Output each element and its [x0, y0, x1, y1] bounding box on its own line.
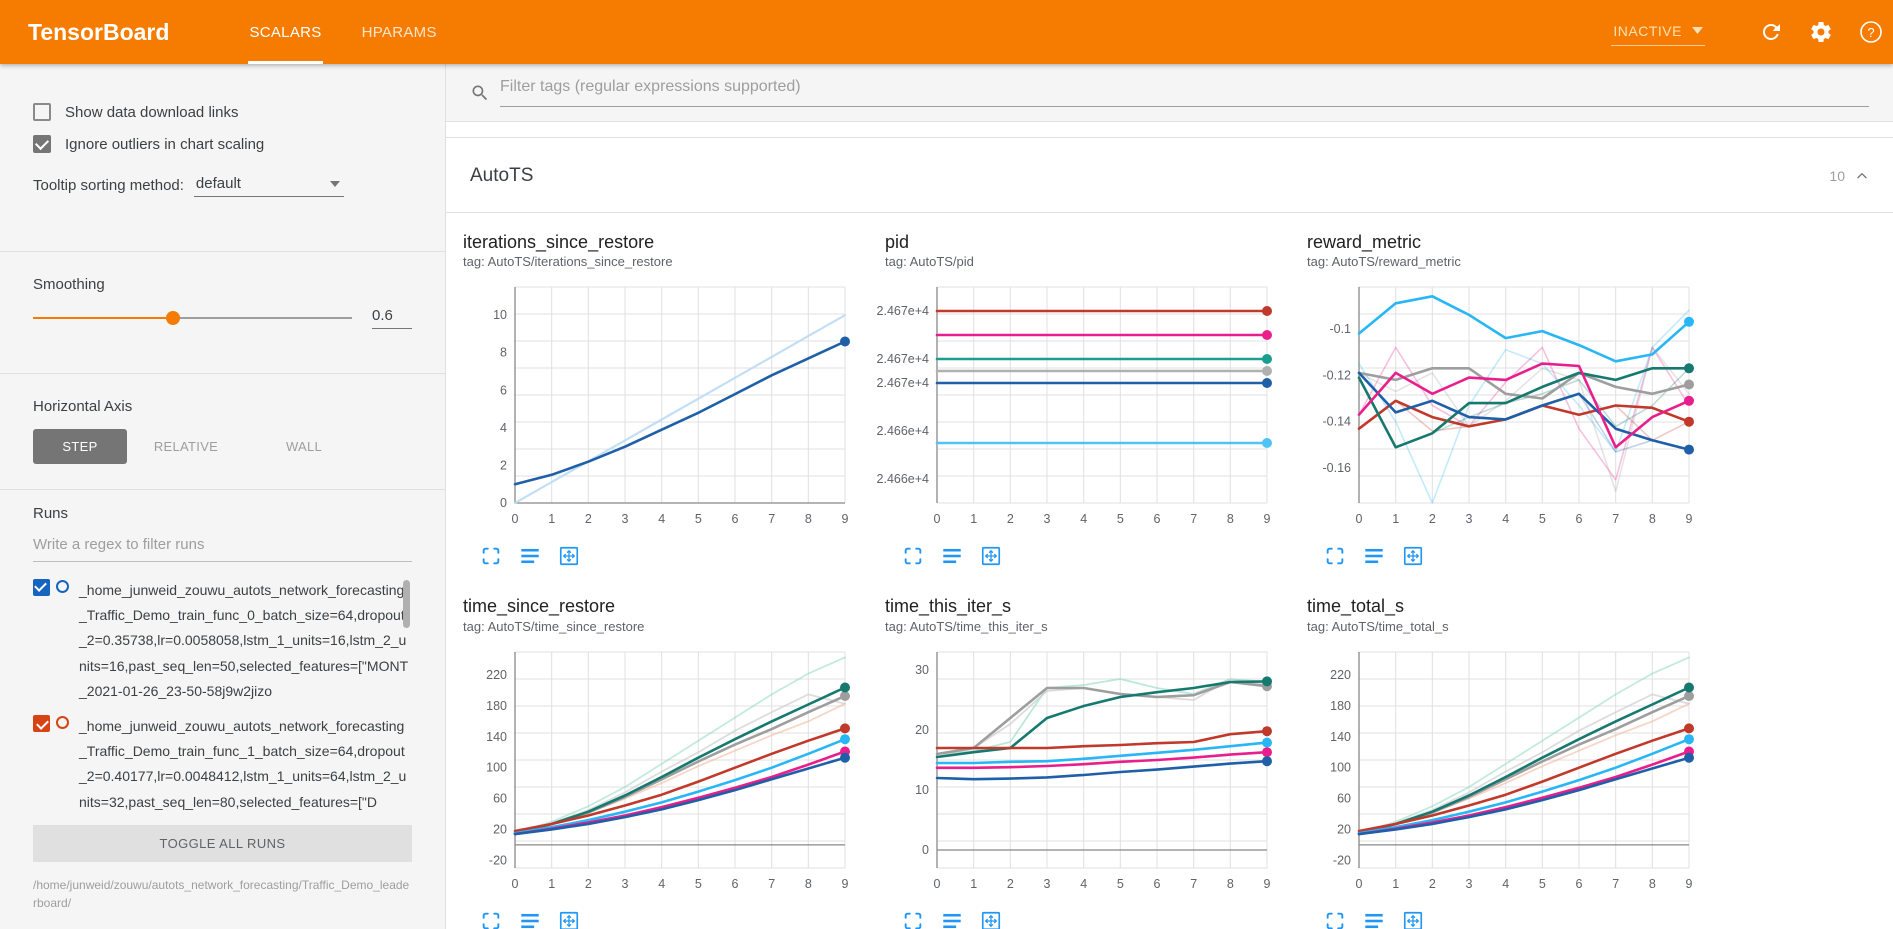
svg-text:8: 8: [1649, 512, 1656, 526]
svg-text:3: 3: [1466, 512, 1473, 526]
svg-text:2.467e+4: 2.467e+4: [877, 352, 930, 366]
svg-text:0: 0: [512, 512, 519, 526]
svg-text:4: 4: [1080, 512, 1087, 526]
svg-text:2.467e+4: 2.467e+4: [877, 304, 930, 318]
svg-text:0: 0: [934, 877, 941, 891]
svg-text:1: 1: [548, 512, 555, 526]
svg-text:8: 8: [1227, 512, 1234, 526]
svg-text:100: 100: [1330, 760, 1351, 774]
svg-text:180: 180: [486, 699, 507, 713]
svg-text:2: 2: [1429, 877, 1436, 891]
svg-text:6: 6: [732, 512, 739, 526]
svg-text:1: 1: [1392, 512, 1399, 526]
svg-text:9: 9: [1264, 877, 1271, 891]
svg-text:60: 60: [1337, 791, 1351, 805]
svg-text:1: 1: [1392, 877, 1399, 891]
svg-text:5: 5: [1539, 877, 1546, 891]
svg-text:140: 140: [1330, 730, 1351, 744]
svg-text:100: 100: [486, 760, 507, 774]
svg-text:8: 8: [805, 877, 812, 891]
svg-text:20: 20: [1337, 822, 1351, 836]
svg-text:7: 7: [768, 877, 775, 891]
svg-text:7: 7: [768, 512, 775, 526]
svg-text:8: 8: [805, 512, 812, 526]
svg-text:2: 2: [585, 877, 592, 891]
svg-text:6: 6: [1154, 512, 1161, 526]
svg-text:4: 4: [1080, 877, 1087, 891]
svg-text:20: 20: [493, 822, 507, 836]
svg-text:1: 1: [970, 512, 977, 526]
svg-text:4: 4: [500, 421, 507, 435]
svg-text:6: 6: [1576, 512, 1583, 526]
svg-text:0: 0: [512, 877, 519, 891]
svg-text:4: 4: [1502, 512, 1509, 526]
svg-text:1: 1: [970, 877, 977, 891]
svg-text:5: 5: [1539, 512, 1546, 526]
svg-text:4: 4: [658, 512, 665, 526]
svg-text:-0.12: -0.12: [1323, 369, 1352, 383]
svg-text:6: 6: [1576, 877, 1583, 891]
svg-text:-0.16: -0.16: [1323, 462, 1352, 476]
svg-text:3: 3: [622, 877, 629, 891]
svg-text:0: 0: [922, 843, 929, 857]
svg-text:0: 0: [934, 512, 941, 526]
svg-text:2: 2: [500, 459, 507, 473]
svg-text:5: 5: [695, 512, 702, 526]
svg-text:-20: -20: [489, 853, 507, 867]
svg-text:140: 140: [486, 730, 507, 744]
svg-text:2.467e+4: 2.467e+4: [877, 376, 930, 390]
svg-text:3: 3: [1044, 512, 1051, 526]
svg-text:2: 2: [1429, 512, 1436, 526]
svg-text:9: 9: [1686, 512, 1693, 526]
svg-text:220: 220: [1330, 668, 1351, 682]
svg-text:?: ?: [1867, 25, 1874, 40]
svg-text:5: 5: [695, 877, 702, 891]
svg-text:3: 3: [622, 512, 629, 526]
svg-text:180: 180: [1330, 699, 1351, 713]
svg-text:2: 2: [1007, 512, 1014, 526]
svg-text:8: 8: [1227, 877, 1234, 891]
svg-text:7: 7: [1612, 512, 1619, 526]
svg-text:30: 30: [915, 663, 929, 677]
svg-text:4: 4: [1502, 877, 1509, 891]
svg-text:7: 7: [1612, 877, 1619, 891]
svg-text:60: 60: [493, 791, 507, 805]
svg-text:7: 7: [1190, 877, 1197, 891]
svg-text:6: 6: [500, 384, 507, 398]
svg-text:3: 3: [1466, 877, 1473, 891]
svg-text:9: 9: [1686, 877, 1693, 891]
svg-text:7: 7: [1190, 512, 1197, 526]
svg-text:220: 220: [486, 668, 507, 682]
svg-text:9: 9: [842, 512, 849, 526]
svg-text:9: 9: [1264, 512, 1271, 526]
svg-text:5: 5: [1117, 877, 1124, 891]
svg-text:10: 10: [915, 783, 929, 797]
svg-text:0: 0: [1356, 512, 1363, 526]
svg-text:4: 4: [658, 877, 665, 891]
svg-text:-0.1: -0.1: [1329, 322, 1351, 336]
svg-text:9: 9: [842, 877, 849, 891]
svg-text:8: 8: [500, 346, 507, 360]
svg-text:1: 1: [548, 877, 555, 891]
svg-text:5: 5: [1117, 512, 1124, 526]
svg-text:-0.14: -0.14: [1323, 415, 1352, 429]
svg-text:20: 20: [915, 723, 929, 737]
svg-text:10: 10: [493, 309, 507, 323]
svg-text:-20: -20: [1333, 853, 1351, 867]
svg-text:3: 3: [1044, 877, 1051, 891]
svg-text:0: 0: [500, 496, 507, 510]
svg-text:2: 2: [1007, 877, 1014, 891]
svg-text:8: 8: [1649, 877, 1656, 891]
svg-text:6: 6: [1154, 877, 1161, 891]
svg-text:6: 6: [732, 877, 739, 891]
svg-text:2.466e+4: 2.466e+4: [877, 472, 930, 486]
svg-text:2.466e+4: 2.466e+4: [877, 424, 930, 438]
svg-text:2: 2: [585, 512, 592, 526]
svg-text:0: 0: [1356, 877, 1363, 891]
